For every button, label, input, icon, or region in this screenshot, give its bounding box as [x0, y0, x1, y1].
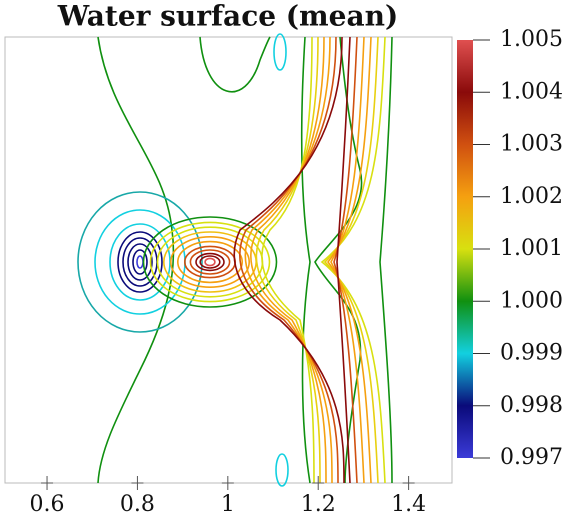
colorbar-tick-label: 0.997	[500, 445, 563, 470]
contour-line	[323, 36, 379, 484]
contour-line	[149, 221, 271, 303]
contour-line	[336, 36, 351, 484]
colorbar-tick-label: 0.999	[500, 341, 563, 366]
contour-line	[326, 36, 372, 484]
contour-line	[330, 36, 365, 484]
x-tick-label: 0.6	[30, 492, 65, 517]
contour-line	[379, 36, 393, 484]
contour-line	[170, 236, 251, 289]
contour-line	[189, 249, 231, 275]
contour-line	[142, 216, 278, 308]
colorbar	[457, 40, 473, 458]
x-tick-label: 1.4	[391, 492, 426, 517]
colorbar-tick-label: 0.998	[500, 393, 563, 418]
contour-line	[97, 36, 175, 484]
contour-line	[244, 36, 333, 484]
x-tick-label: 1.2	[301, 492, 336, 517]
contour-line	[333, 36, 358, 484]
contour-line	[77, 191, 203, 333]
x-tick-label: 0.8	[120, 492, 155, 517]
contour-line	[177, 240, 244, 284]
contour-line	[239, 36, 339, 484]
colorbar-tick-label: 1.002	[500, 184, 563, 209]
x-tick-label: 1	[221, 492, 235, 517]
colorbar-tick-label: 1.004	[500, 79, 563, 104]
contour-line	[261, 36, 315, 484]
contour-line	[250, 36, 327, 484]
contour-line	[127, 243, 153, 281]
colorbar-tick-label: 1.005	[500, 27, 563, 52]
contour-line	[255, 36, 321, 484]
plot-area	[4, 36, 453, 484]
contour-line	[300, 36, 311, 484]
colorbar-tick-label: 1.003	[500, 132, 563, 157]
contour-line	[320, 36, 386, 484]
contour-line	[199, 36, 271, 93]
colorbar-tick-label: 1.001	[500, 236, 563, 261]
contour-line	[233, 36, 345, 484]
colorbar-tick-label: 1.000	[500, 288, 563, 313]
contour-line	[204, 257, 216, 267]
contour-line	[132, 249, 148, 275]
contour-line	[195, 252, 225, 272]
contour-line	[199, 255, 221, 269]
contour-line	[117, 231, 163, 293]
chart-title: Water surface (mean)	[57, 0, 399, 33]
contour-line	[275, 453, 289, 487]
contour-field	[77, 33, 393, 487]
contour-line	[273, 33, 287, 71]
